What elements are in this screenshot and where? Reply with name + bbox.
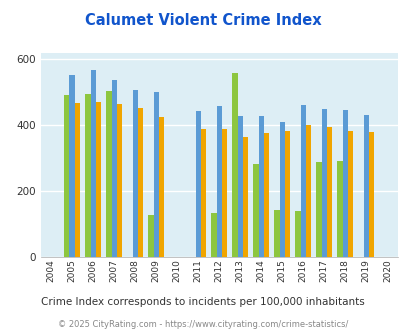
Bar [117, 104, 122, 257]
Bar [342, 110, 347, 257]
Bar [315, 162, 321, 257]
Bar [153, 92, 158, 257]
Bar [211, 213, 216, 257]
Bar [300, 105, 305, 257]
Bar [216, 106, 221, 257]
Bar [263, 133, 269, 257]
Bar [75, 103, 80, 257]
Bar [132, 90, 137, 257]
Legend: Calumet, Michigan, National: Calumet, Michigan, National [95, 328, 343, 330]
Bar [69, 75, 75, 257]
Text: © 2025 CityRating.com - https://www.cityrating.com/crime-statistics/: © 2025 CityRating.com - https://www.city… [58, 319, 347, 329]
Bar [200, 129, 206, 257]
Bar [96, 102, 101, 257]
Bar [253, 164, 258, 257]
Bar [295, 211, 300, 257]
Bar [337, 161, 342, 257]
Bar [284, 131, 290, 257]
Bar [148, 215, 153, 257]
Bar [195, 111, 200, 257]
Bar [64, 95, 69, 257]
Bar [232, 73, 237, 257]
Bar [237, 116, 242, 257]
Bar [326, 127, 331, 257]
Bar [363, 115, 368, 257]
Bar [274, 210, 279, 257]
Bar [221, 129, 226, 257]
Bar [137, 108, 143, 257]
Bar [90, 70, 96, 257]
Bar [305, 125, 310, 257]
Bar [368, 132, 373, 257]
Bar [347, 131, 352, 257]
Bar [158, 117, 164, 257]
Bar [242, 137, 247, 257]
Bar [106, 91, 111, 257]
Text: Calumet Violent Crime Index: Calumet Violent Crime Index [85, 13, 320, 28]
Bar [111, 80, 117, 257]
Bar [321, 109, 326, 257]
Bar [85, 94, 90, 257]
Bar [258, 116, 263, 257]
Bar [279, 122, 284, 257]
Text: Crime Index corresponds to incidents per 100,000 inhabitants: Crime Index corresponds to incidents per… [41, 297, 364, 307]
